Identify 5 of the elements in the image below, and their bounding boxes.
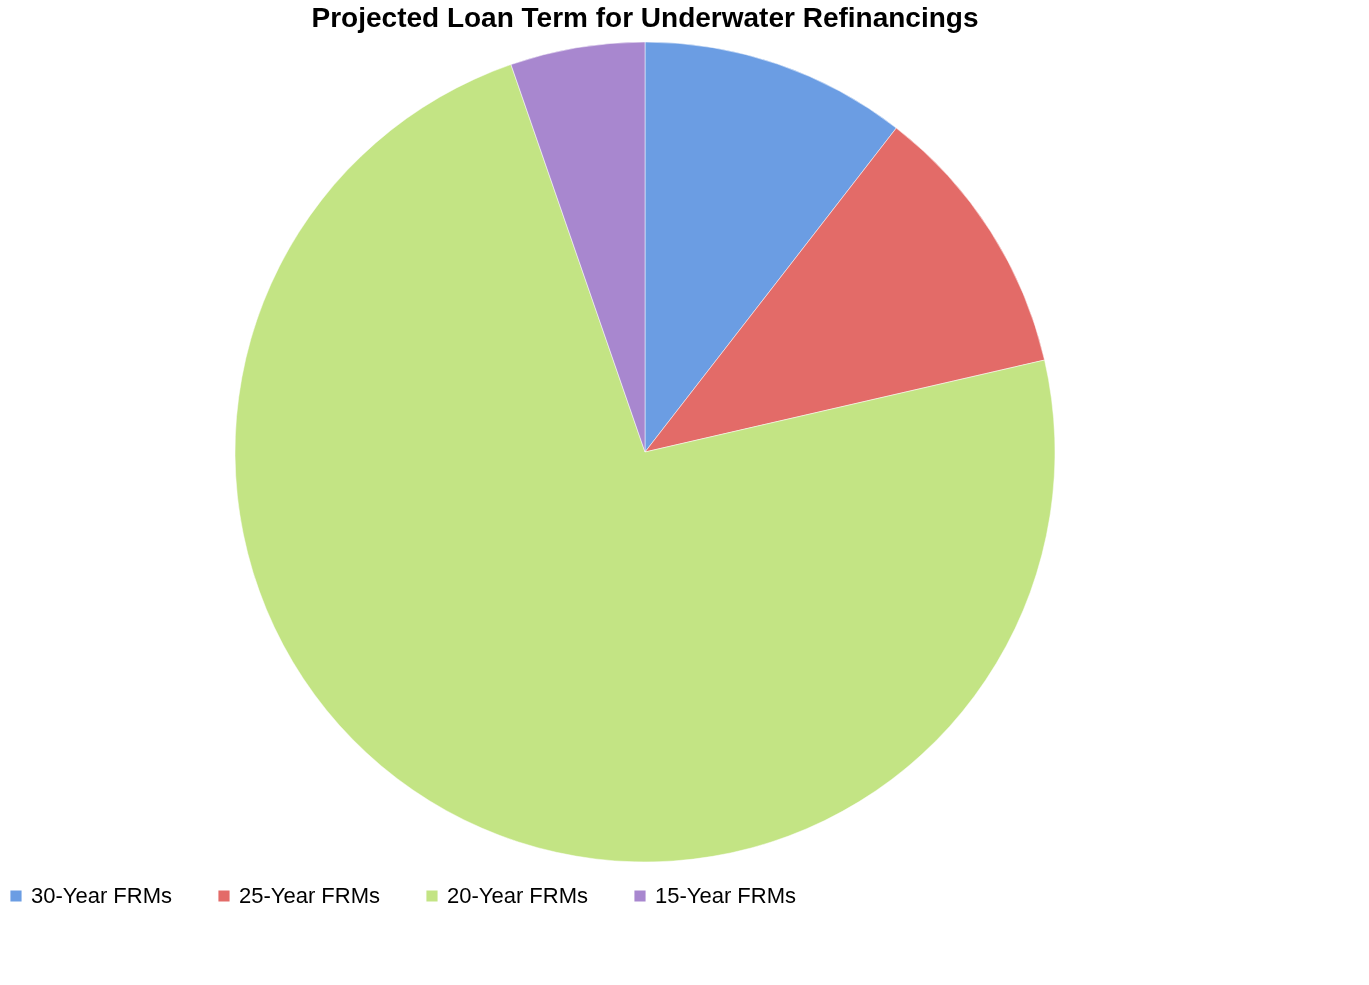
chart-title: Projected Loan Term for Underwater Refinancings <box>311 2 979 33</box>
legend-label: 20-Year FRMs <box>447 883 589 908</box>
legend-label: 25-Year FRMs <box>239 883 381 908</box>
legend-label: 30-Year FRMs <box>31 883 173 908</box>
legend-label: 15-Year FRMs <box>655 883 797 908</box>
